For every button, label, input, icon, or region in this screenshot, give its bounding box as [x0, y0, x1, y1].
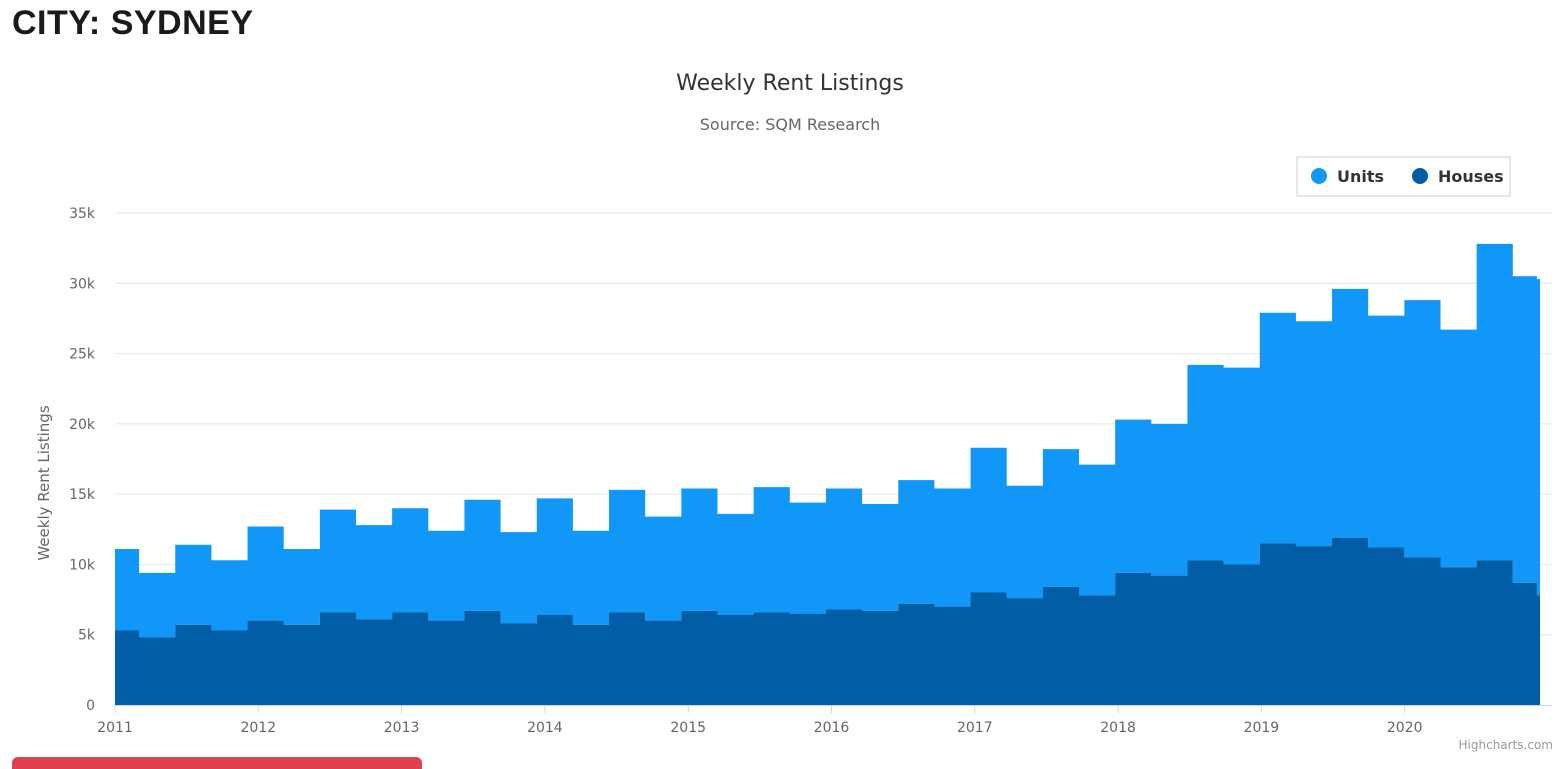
- x-axis: 2011 2012 2013 2014 2015 2016 2017 2018 2019 2020: [97, 705, 1552, 736]
- x-tick-label: 2012: [240, 720, 276, 736]
- legend: Units Houses: [1296, 156, 1511, 197]
- chart-container: Weekly Rent Listings Source: SQM Researc…: [0, 55, 1565, 755]
- x-tick-label: 2017: [957, 720, 993, 736]
- legend-box: [1296, 156, 1511, 197]
- x-tick-label: 2013: [384, 720, 420, 736]
- y-tick-label: 0: [86, 698, 95, 714]
- x-tick-label: 2020: [1387, 720, 1423, 736]
- y-tick-label: 5k: [78, 628, 96, 644]
- units-area[interactable]: [115, 243, 1540, 638]
- red-accent-bar[interactable]: [12, 757, 422, 769]
- weekly-rent-listings-chart: Weekly Rent Listings Source: SQM Researc…: [35, 71, 1553, 752]
- legend-label-houses: Houses: [1438, 167, 1504, 186]
- legend-swatch-houses: [1412, 168, 1428, 184]
- x-tick-label: 2019: [1244, 720, 1280, 736]
- page-title: CITY: SYDNEY: [12, 4, 254, 42]
- highcharts-credits[interactable]: Highcharts.com: [1459, 738, 1553, 752]
- legend-swatch-units: [1311, 168, 1327, 184]
- plot-area: [115, 243, 1540, 705]
- legend-item-units[interactable]: Units: [1311, 167, 1384, 186]
- y-tick-label: 10k: [69, 557, 96, 573]
- y-axis-label: Weekly Rent Listings: [35, 405, 53, 560]
- y-tick-label: 15k: [69, 487, 96, 503]
- y-tick-label: 25k: [69, 347, 96, 363]
- y-axis: 0 5k 10k 15k 20k 25k 30k 35k: [69, 206, 96, 714]
- y-tick-label: 20k: [69, 417, 96, 433]
- x-tick-label: 2015: [670, 720, 706, 736]
- legend-label-units: Units: [1337, 167, 1384, 186]
- chart-subtitle: Source: SQM Research: [700, 115, 880, 134]
- chart-title: Weekly Rent Listings: [676, 71, 904, 96]
- y-tick-label: 35k: [69, 206, 96, 222]
- x-tick-label: 2014: [527, 720, 563, 736]
- x-tick-label: 2011: [97, 720, 133, 736]
- x-tick-label: 2016: [814, 720, 850, 736]
- y-tick-label: 30k: [69, 276, 96, 292]
- houses-area[interactable]: [115, 537, 1540, 705]
- legend-item-houses[interactable]: Houses: [1412, 167, 1504, 186]
- x-tick-label: 2018: [1100, 720, 1136, 736]
